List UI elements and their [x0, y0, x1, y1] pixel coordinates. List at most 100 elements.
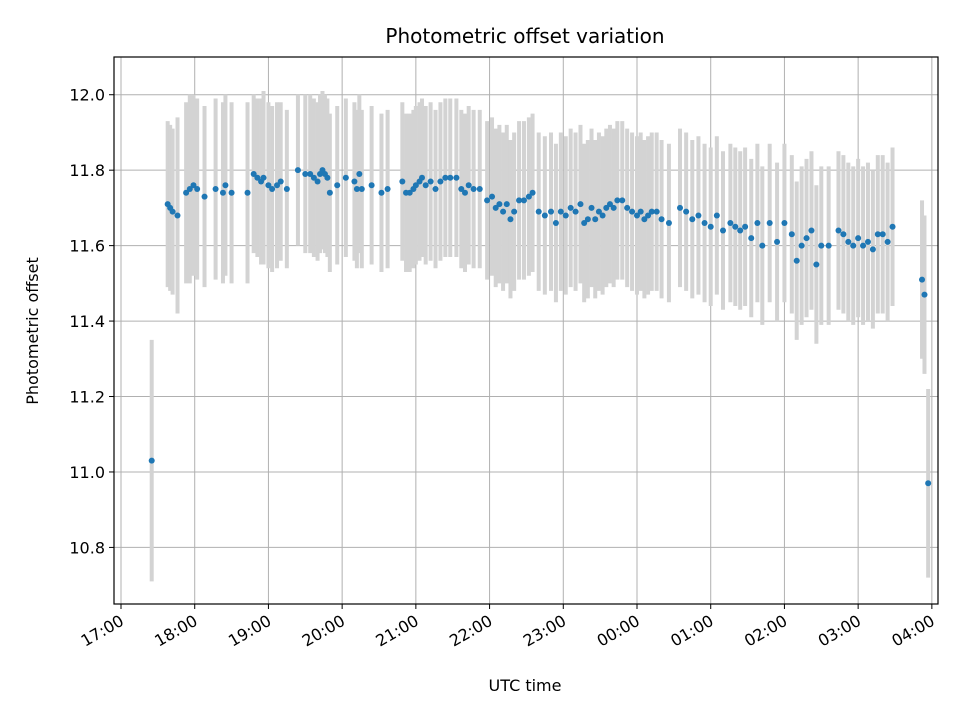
data-point: [399, 178, 406, 185]
data-point: [378, 189, 385, 196]
data-point: [222, 182, 229, 189]
data-point: [653, 208, 660, 215]
data-point: [183, 189, 190, 196]
data-point: [624, 204, 631, 211]
data-point: [599, 212, 606, 219]
data-point: [879, 231, 886, 238]
data-point: [406, 189, 413, 196]
data-point: [781, 219, 788, 226]
data-point: [412, 182, 419, 189]
data-point: [419, 174, 425, 181]
data-points: [148, 167, 932, 487]
data-point: [610, 204, 617, 211]
data-point: [572, 208, 579, 215]
y-axis: 10.8 11.0 11.2 11.4 11.6 11.8 12.0: [69, 86, 114, 557]
data-point: [427, 178, 434, 185]
data-point: [535, 208, 542, 215]
data-point: [447, 174, 454, 181]
data-point: [250, 170, 257, 177]
data-point: [500, 208, 507, 215]
data-point: [525, 193, 532, 200]
data-point: [503, 201, 510, 208]
data-point: [324, 174, 331, 181]
data-point: [641, 216, 648, 223]
data-point: [458, 186, 465, 193]
data-point: [174, 212, 181, 219]
y-tick-label: 12.0: [69, 86, 105, 105]
data-point: [695, 212, 702, 219]
data-point: [619, 197, 626, 204]
data-point: [541, 212, 548, 219]
data-point: [874, 231, 881, 238]
data-point: [244, 189, 251, 196]
data-point: [265, 182, 272, 189]
data-point: [516, 197, 523, 204]
data-point: [592, 216, 599, 223]
data-point: [302, 170, 309, 177]
plot-frame: [113, 56, 939, 605]
x-axis-label: UTC time: [489, 676, 562, 695]
data-point: [701, 219, 708, 226]
data-point: [855, 235, 862, 242]
data-point: [835, 227, 842, 234]
data-point: [864, 238, 871, 245]
data-point: [384, 186, 391, 193]
data-point: [552, 219, 559, 226]
data-point: [353, 186, 360, 193]
data-point: [529, 189, 536, 196]
y-tick-label: 11.2: [69, 388, 105, 407]
data-point: [254, 174, 261, 181]
data-point: [334, 182, 341, 189]
data-point: [707, 223, 714, 230]
data-point: [840, 231, 847, 238]
data-point: [925, 480, 932, 487]
data-point: [825, 242, 832, 249]
data-point: [748, 235, 755, 242]
data-point: [754, 219, 761, 226]
data-point: [520, 197, 527, 204]
data-point: [766, 219, 773, 226]
data-point: [548, 208, 554, 215]
data-point: [588, 204, 595, 211]
data-point: [314, 178, 321, 185]
y-tick-label: 11.0: [69, 463, 105, 482]
data-point: [307, 170, 314, 177]
data-point: [277, 178, 284, 185]
data-point: [470, 186, 477, 193]
data-point: [845, 238, 852, 245]
data-point: [453, 174, 460, 181]
y-axis-label: Photometric offset: [23, 257, 42, 405]
data-point: [759, 242, 766, 249]
data-point: [310, 174, 317, 181]
data-point: [326, 189, 333, 196]
data-point: [169, 208, 176, 215]
data-point: [212, 186, 219, 193]
data-point: [432, 186, 439, 193]
data-point: [557, 208, 564, 215]
data-point: [358, 186, 365, 193]
data-point: [727, 219, 734, 226]
y-tick-label: 11.6: [69, 237, 105, 256]
data-point: [562, 212, 569, 219]
data-point: [683, 208, 690, 215]
data-point: [614, 197, 621, 204]
data-point: [665, 219, 672, 226]
data-point: [186, 186, 193, 193]
data-point: [595, 208, 602, 215]
data-point: [774, 238, 781, 245]
data-point: [860, 242, 867, 249]
data-point: [422, 182, 429, 189]
data-point: [260, 174, 267, 181]
data-point: [818, 242, 825, 249]
data-point: [884, 238, 891, 245]
data-point: [567, 204, 574, 211]
data-point: [577, 201, 584, 208]
data-point: [148, 457, 155, 464]
data-point: [269, 186, 276, 193]
data-point: [606, 201, 613, 208]
data-point: [637, 208, 644, 215]
data-point: [356, 170, 363, 177]
data-point: [228, 189, 235, 196]
